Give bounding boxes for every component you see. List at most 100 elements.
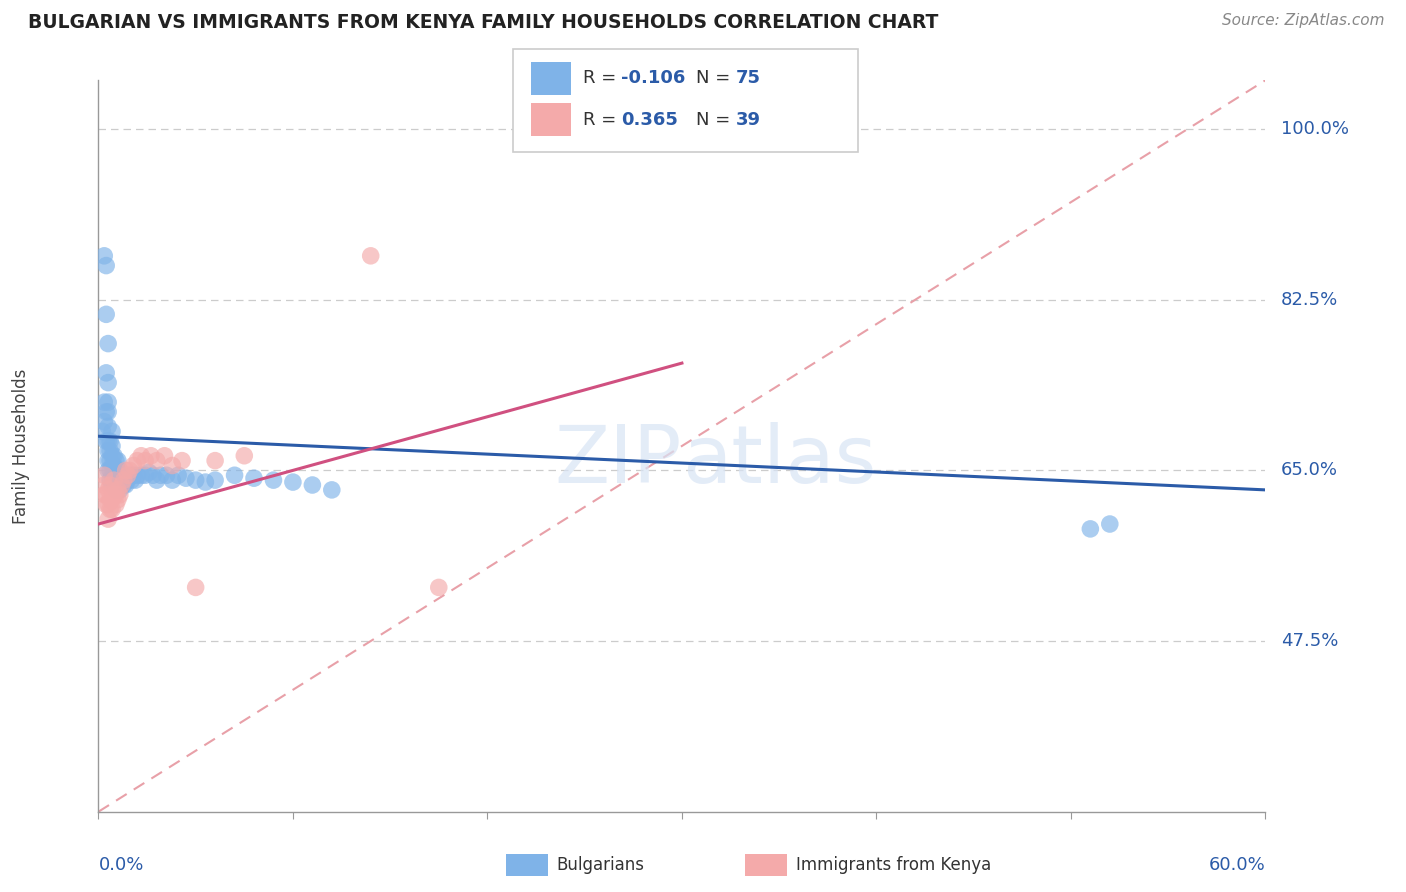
Point	[155, 468, 177, 483]
Point	[134, 453, 156, 467]
Text: N =: N =	[696, 70, 735, 87]
Point	[98, 502, 121, 516]
Point	[127, 453, 149, 467]
Point	[107, 463, 129, 477]
Point	[108, 488, 131, 502]
Text: R =: R =	[583, 70, 623, 87]
Point	[142, 468, 165, 483]
Point	[146, 453, 169, 467]
Text: 39: 39	[735, 111, 761, 128]
Point	[112, 468, 135, 483]
Text: ZIP: ZIP	[554, 422, 682, 500]
Point	[104, 473, 127, 487]
Point	[111, 478, 134, 492]
Point	[117, 468, 139, 483]
Point	[138, 466, 160, 480]
Point	[93, 488, 115, 502]
Point	[114, 478, 136, 492]
Text: 0.365: 0.365	[621, 111, 678, 128]
Point	[146, 473, 169, 487]
Point	[98, 478, 121, 492]
Point	[427, 581, 450, 595]
Point	[103, 449, 125, 463]
Point	[97, 405, 120, 419]
Point	[97, 483, 120, 497]
Point	[93, 249, 115, 263]
Point	[96, 307, 118, 321]
Point	[96, 434, 118, 449]
Point	[93, 415, 115, 429]
Text: N =: N =	[696, 111, 735, 128]
Point	[153, 449, 176, 463]
Point	[96, 405, 118, 419]
Point	[96, 259, 118, 273]
Text: BULGARIAN VS IMMIGRANTS FROM KENYA FAMILY HOUSEHOLDS CORRELATION CHART: BULGARIAN VS IMMIGRANTS FROM KENYA FAMIL…	[28, 13, 938, 32]
Point	[97, 512, 120, 526]
Point	[118, 463, 141, 477]
Text: 60.0%: 60.0%	[1209, 855, 1265, 873]
Point	[194, 475, 217, 489]
Text: Family Households: Family Households	[11, 368, 30, 524]
Point	[122, 458, 145, 473]
Point	[97, 395, 120, 409]
Point	[96, 488, 118, 502]
Point	[134, 468, 156, 483]
Point	[93, 468, 115, 483]
Point	[281, 475, 304, 489]
Point	[1098, 516, 1121, 531]
Point	[1080, 522, 1102, 536]
Point	[121, 473, 143, 487]
Text: 47.5%: 47.5%	[1281, 632, 1339, 650]
Point	[184, 581, 207, 595]
Point	[262, 473, 284, 487]
Point	[97, 463, 120, 477]
Point	[184, 473, 207, 487]
Point	[224, 468, 246, 483]
Point	[101, 425, 124, 439]
Point	[93, 478, 115, 492]
Point	[98, 453, 121, 467]
Point	[98, 473, 121, 487]
Point	[103, 468, 125, 483]
Text: 82.5%: 82.5%	[1281, 291, 1339, 309]
Point	[97, 434, 120, 449]
Point	[103, 458, 125, 473]
Text: Immigrants from Kenya: Immigrants from Kenya	[796, 856, 991, 874]
Point	[104, 498, 127, 512]
Point	[104, 453, 127, 467]
Point	[98, 492, 121, 507]
Point	[112, 473, 135, 487]
Point	[97, 443, 120, 458]
Text: Source: ZipAtlas.com: Source: ZipAtlas.com	[1222, 13, 1385, 29]
Point	[360, 249, 382, 263]
Point	[104, 463, 127, 477]
Point	[98, 434, 121, 449]
Point	[101, 468, 124, 483]
Point	[122, 468, 145, 483]
Point	[139, 449, 162, 463]
Point	[243, 471, 266, 485]
Point	[101, 439, 124, 453]
Point	[97, 419, 120, 434]
Point	[111, 478, 134, 492]
Point	[233, 449, 256, 463]
Point	[170, 453, 193, 467]
Point	[98, 463, 121, 477]
Point	[103, 488, 125, 502]
Point	[108, 463, 131, 477]
Text: 100.0%: 100.0%	[1281, 120, 1348, 138]
Point	[162, 473, 184, 487]
Text: R =: R =	[583, 111, 628, 128]
Point	[112, 478, 135, 492]
Point	[91, 425, 114, 439]
Point	[104, 483, 127, 497]
Point	[204, 453, 226, 467]
Point	[301, 478, 323, 492]
Point	[204, 473, 226, 487]
Point	[97, 376, 120, 390]
Point	[101, 502, 124, 516]
Point	[107, 453, 129, 467]
Point	[101, 478, 124, 492]
Text: -0.106: -0.106	[621, 70, 686, 87]
Point	[108, 473, 131, 487]
